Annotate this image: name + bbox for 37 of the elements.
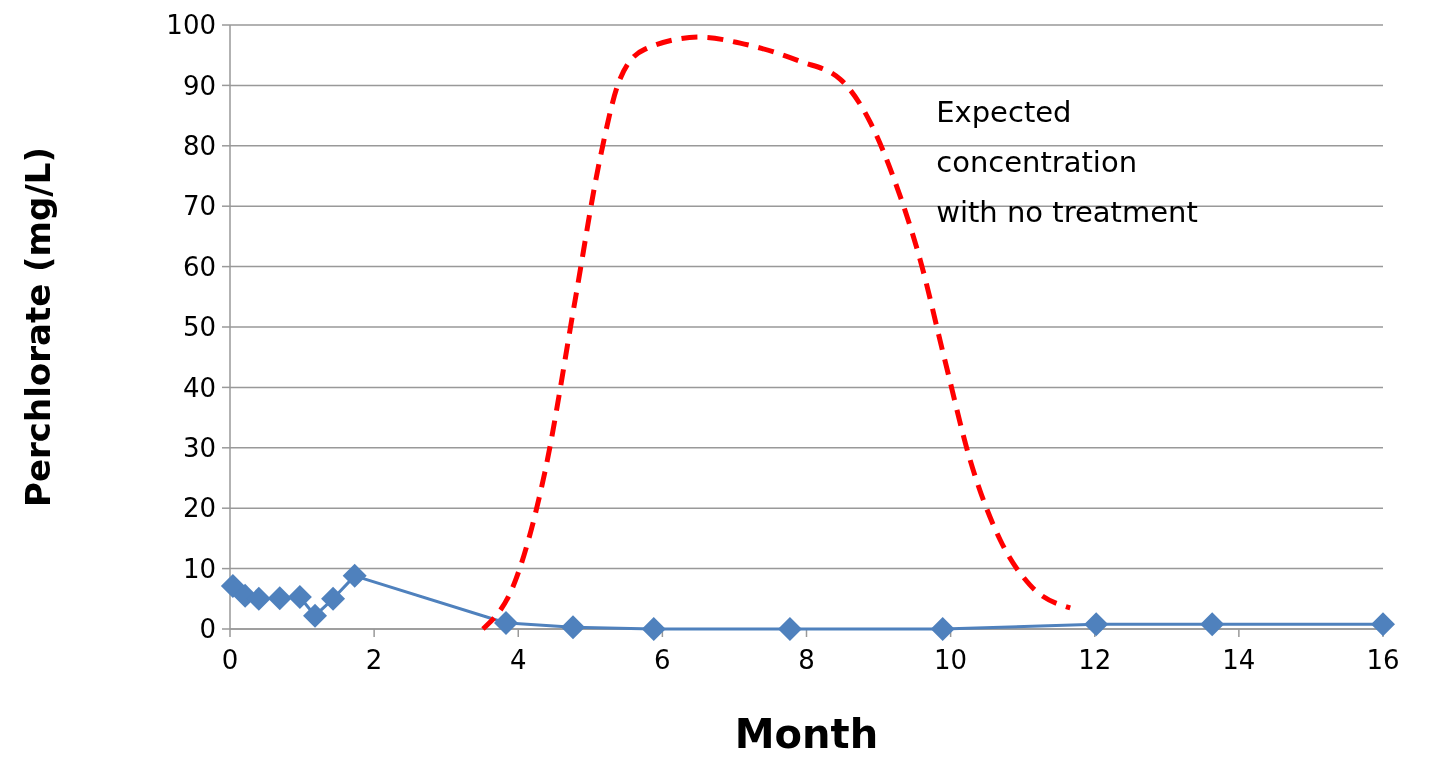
point [303,603,328,628]
x-tick-label: 14 [1222,645,1256,675]
point [561,615,586,640]
y-tick-label: 80 [182,130,216,161]
point [1371,612,1395,637]
annotation: Expected concentration with no treatment [936,94,1198,229]
y-tick-label: 50 [182,312,216,343]
y-axis-title: Perchlorate (mg/L) [18,147,58,507]
point [342,563,367,588]
x-tick-label: 6 [654,645,671,675]
point [220,574,245,599]
y-tick-label: 0 [199,614,216,645]
x-tick-label: 12 [1078,645,1112,675]
point [267,586,292,611]
x-tick-label: 10 [934,645,968,675]
x-tick-label: 16 [1366,645,1400,675]
x-tick-label: 4 [509,645,527,675]
x-tick-label: 0 [221,645,239,675]
point [287,584,312,609]
y-tick-label: 20 [182,493,216,524]
y-tick-label: 100 [166,10,216,41]
point [1200,612,1225,637]
x-axis-title: Month [734,711,879,757]
point [494,610,518,635]
point [1084,612,1109,637]
y-tick-label: 30 [182,432,216,463]
point [641,617,666,641]
y-tick-label: 40 [182,372,216,403]
x-tick-label: 2 [365,645,383,675]
y-tick-label: 90 [182,70,216,101]
y-tick-label: 10 [182,553,216,584]
point [930,617,955,641]
y-tick-label: 60 [182,251,216,282]
point [777,617,802,641]
point [321,586,346,611]
x-tick-label: 8 [798,645,815,675]
y-tick-label: 70 [182,191,216,222]
